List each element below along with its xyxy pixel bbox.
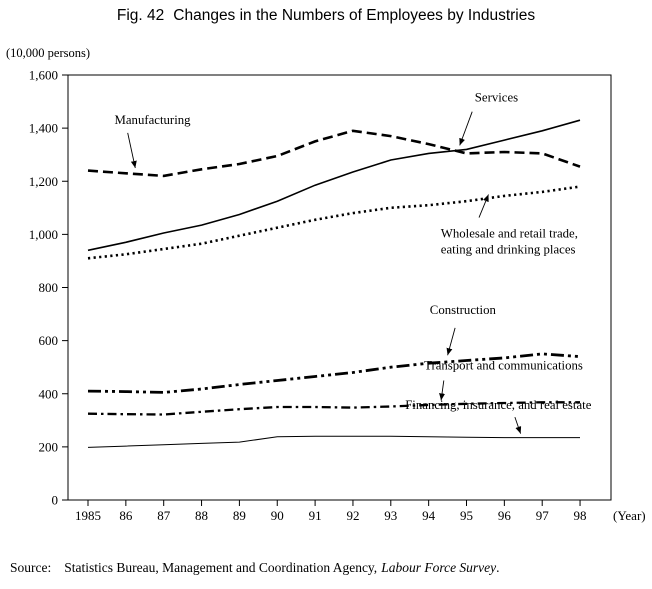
y-tick-label: 1,400 xyxy=(29,121,58,136)
y-tick-label: 400 xyxy=(39,386,59,401)
series-line-manufacturing xyxy=(87,129,581,178)
figure-title-text: Changes in the Numbers of Employees by I… xyxy=(173,7,536,24)
y-tick-label: 0 xyxy=(52,493,59,508)
x-tick-label: 90 xyxy=(271,508,284,523)
annotation-label: Financing, insurance, and real estate xyxy=(405,398,592,412)
x-tick-label: 1985 xyxy=(75,508,101,523)
y-tick-label: 1,600 xyxy=(29,68,58,83)
x-axis-unit-label: (Year) xyxy=(613,508,646,523)
series-line-financing-insurance-and-real-estate xyxy=(87,435,580,448)
annotation-label: Manufacturing xyxy=(115,113,192,127)
series-annotation: Manufacturing xyxy=(115,113,192,169)
x-tick-label: 86 xyxy=(119,508,133,523)
annotation-label: Wholesale and retail trade, xyxy=(441,227,578,241)
y-tick-label: 800 xyxy=(39,280,59,295)
annotation-label: Construction xyxy=(430,303,497,317)
x-tick-label: 97 xyxy=(536,508,550,523)
x-tick-label: 87 xyxy=(157,508,171,523)
series-line-construction xyxy=(87,352,581,394)
x-tick-label: 94 xyxy=(422,508,436,523)
y-tick-label: 200 xyxy=(39,439,59,454)
series-annotation: Financing, insurance, and real estate xyxy=(405,398,592,434)
series-annotation: Transport and communications xyxy=(424,358,583,401)
series-annotation: Wholesale and retail trade, eating and dr… xyxy=(441,194,578,257)
series-annotation: Construction xyxy=(430,303,497,356)
annotation-leader-arrow xyxy=(514,416,522,434)
source-text: Statistics Bureau, Management and Coordi… xyxy=(64,560,378,575)
x-tick-label: 98 xyxy=(574,508,587,523)
annotation-leader-arrow xyxy=(459,111,473,146)
y-tick-label: 1,000 xyxy=(29,227,58,242)
y-axis-unit-label: (10,000 persons) xyxy=(6,46,91,60)
figure-title: Fig. 42 Changes in the Numbers of Employe… xyxy=(0,7,652,25)
employees-line-chart: 0 200 400 600 800 1,000 1,200 1,400 1,600 1985 86 8… xyxy=(29,68,646,524)
source-work-title: Labour Force Survey xyxy=(381,560,497,575)
x-tick-label: 96 xyxy=(498,508,512,523)
x-tick-label: 89 xyxy=(233,508,246,523)
x-tick-label: 95 xyxy=(460,508,473,523)
source-label: Source: xyxy=(10,560,52,575)
annotation-label: Services xyxy=(475,91,518,105)
source-suffix: . xyxy=(496,560,500,575)
source-note: Source: Statistics Bureau, Management and… xyxy=(10,560,500,576)
series-line-transport-and-communications xyxy=(87,401,580,416)
x-tick-label: 88 xyxy=(195,508,208,523)
y-tick-label: 600 xyxy=(39,333,59,348)
annotation-leader-arrow xyxy=(478,194,489,218)
annotation-leader-arrow xyxy=(439,380,446,401)
series-line-wholesale-and-retail-trade-eating-and-drinking-places xyxy=(87,185,581,260)
annotation-leader-arrow xyxy=(127,132,137,169)
annotation-leader-arrow xyxy=(446,327,456,356)
annotation-label: eating and drinking places xyxy=(441,243,576,257)
y-tick-label: 1,200 xyxy=(29,174,58,189)
x-tick-label: 92 xyxy=(346,508,359,523)
x-tick-label: 93 xyxy=(384,508,397,523)
figure-number: Fig. 42 xyxy=(116,7,165,24)
series-line-services xyxy=(87,119,581,252)
x-tick-label: 91 xyxy=(309,508,322,523)
annotation-label: Transport and communications xyxy=(424,358,583,372)
series-annotation: Services xyxy=(459,91,518,146)
